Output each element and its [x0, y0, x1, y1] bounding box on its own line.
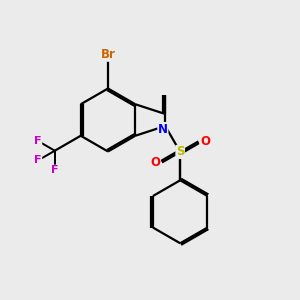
- Text: O: O: [200, 135, 210, 148]
- Text: O: O: [150, 156, 161, 169]
- Text: S: S: [176, 146, 184, 158]
- Text: N: N: [158, 122, 168, 136]
- Text: Br: Br: [100, 48, 116, 61]
- Text: F: F: [51, 165, 59, 175]
- Text: F: F: [34, 155, 42, 166]
- Text: F: F: [34, 136, 42, 146]
